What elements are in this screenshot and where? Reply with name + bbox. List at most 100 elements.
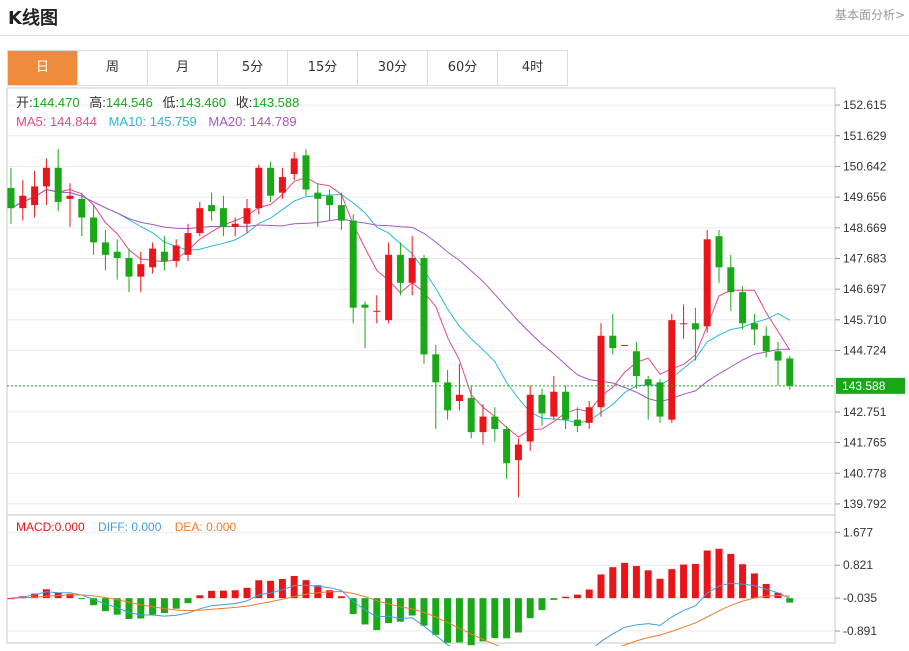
macd-bar [739,564,747,599]
main-tick-label: 151.629 [843,129,887,143]
macd-bar [396,598,404,622]
tab-month[interactable]: 月 [148,51,218,85]
header: K线图 基本面分析> [0,0,909,36]
candle-body [621,345,629,347]
tab-week[interactable]: 周 [78,51,148,85]
candle-body [739,292,747,324]
candle-body [526,394,534,442]
macd-bar [349,598,357,615]
macd-bar [786,598,794,603]
main-tick-label: 141.765 [843,436,887,450]
candle-body [491,416,499,430]
period-tabs: 日 周 月 5分 15分 30分 60分 4时 [7,50,568,86]
macd-bar [503,598,511,639]
macd-tick-label: -0.035 [843,591,877,605]
tab-4hour[interactable]: 4时 [498,51,568,85]
macd-bar [31,593,39,599]
macd-bar [373,598,381,631]
macd-bar [208,590,216,599]
macd-bar [125,598,133,619]
candle-body [538,394,546,414]
main-tick-label: 147.683 [843,251,887,265]
main-tick-label: 150.642 [843,159,887,173]
high-label: 高: [89,95,106,110]
macd-bar [243,587,251,599]
macd-bar [255,580,263,599]
ma-info: MA5: 144.844 MA10: 145.759 MA20: 144.789 [16,114,297,129]
candle-body [396,254,404,283]
macd-bar [668,569,676,599]
candle-body [243,208,251,224]
dea-label: DEA: 0.000 [175,520,237,534]
main-tick-label: 144.724 [843,344,887,358]
tab-day[interactable]: 日 [8,51,78,85]
macd-bar [302,580,310,599]
candle-body [66,195,74,199]
candle-body [326,195,334,206]
macd-bar [231,590,239,599]
main-gridlines [7,104,835,505]
macd-bar [656,578,664,599]
macd-bar [585,589,593,599]
tab-5min[interactable]: 5分 [218,51,288,85]
candle-body [680,323,688,325]
macd-bar [267,580,275,599]
tab-60min[interactable]: 60分 [428,51,498,85]
macd-bar [219,590,227,599]
tab-15min[interactable]: 15分 [288,51,358,85]
macd-tick-label: -0.891 [843,624,877,638]
candle-body [420,257,428,355]
main-tick-label: 142.751 [843,405,887,419]
macd-bar [184,598,192,604]
candle-body [503,429,511,464]
main-tick-label: 145.710 [843,313,887,327]
candle-body [137,264,145,277]
last-price-box [836,377,905,394]
macd-bar [526,598,534,619]
candle-body [78,198,86,218]
candle-body [54,167,62,202]
candle-body [562,391,570,420]
candle-body [750,323,758,330]
low-value: 143.460 [179,95,226,110]
macd-bar [385,598,393,624]
tab-30min[interactable]: 30分 [358,51,428,85]
candle-body [125,257,133,277]
main-tick-label: 149.656 [843,190,887,204]
candle-body [160,251,168,262]
macd-tick-label: 0.821 [843,558,873,572]
macd-bar [66,593,74,599]
macd-bar [78,598,86,600]
macd-bar [290,575,298,599]
last-price-label: 143.588 [842,379,886,393]
macd-bar [562,596,570,599]
macd-bar [326,590,334,599]
diff-label: DIFF: 0.000 [98,520,162,534]
macd-bar [90,598,98,606]
candle-body [184,233,192,255]
macd-bar [160,598,168,614]
macd-chart-frame [6,514,836,644]
candle-body [101,242,109,255]
macd-bar [42,589,50,599]
macd-histogram [7,548,794,646]
macd-bar [408,598,416,616]
open-value: 144.470 [33,95,80,110]
candle-body [267,167,275,196]
candle-body [19,195,27,209]
macd-bar [609,567,617,599]
fundamental-analysis-link[interactable]: 基本面分析> [834,8,905,22]
candle-body [444,382,452,411]
candle-body [514,444,522,461]
candle-body [278,177,286,193]
candlesticks [7,149,794,498]
main-y-axis: 152.615 151.629 150.642 149.656 148.669 147.6… [835,98,887,511]
candle-body [7,187,15,209]
candle-body [31,186,39,206]
ohlc-info: 开:144.470 高:144.546 低:143.460 收:143.588 [16,95,299,110]
macd-bar [727,553,735,599]
ma20-label: MA20: 144.789 [208,114,296,129]
open-label: 开: [16,95,33,110]
